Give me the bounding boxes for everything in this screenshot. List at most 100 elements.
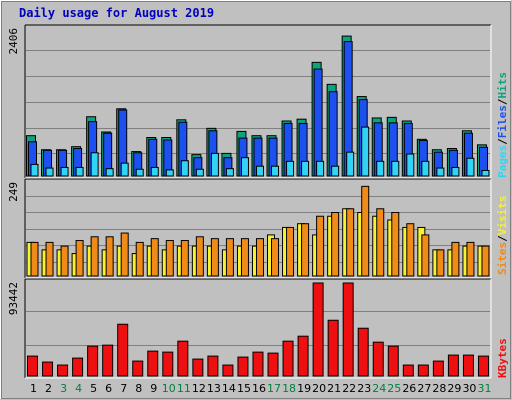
kbytes-bar — [327, 319, 339, 377]
sites-bar — [346, 208, 355, 277]
x-tick-label: 22 — [342, 382, 356, 395]
kbytes-bar — [162, 351, 174, 377]
legend-entry: Visits — [496, 196, 509, 236]
pages-bar — [286, 160, 295, 177]
pages-bar — [361, 126, 370, 177]
kbytes-bar — [462, 354, 474, 377]
kbytes-bar — [447, 354, 459, 377]
pages-bar — [466, 157, 475, 177]
sites-bar — [376, 208, 385, 277]
sites-bar — [421, 234, 430, 277]
x-tick-label: 19 — [297, 382, 311, 395]
legend-entry: Sites — [496, 242, 509, 275]
x-tick-label: 17 — [267, 382, 281, 395]
sites-bar — [75, 240, 84, 277]
legend: Sites/Visits — [496, 196, 509, 276]
pages-bar — [225, 168, 234, 177]
pages-bar — [210, 152, 219, 177]
pages-bar — [30, 163, 39, 177]
kbytes-bar — [297, 335, 309, 377]
pages-bar — [346, 151, 355, 177]
chart-title: Daily usage for August 2019 — [19, 6, 214, 20]
pages-bar — [135, 168, 144, 177]
x-tick-label: 24 — [372, 382, 386, 395]
pages-bar — [406, 153, 415, 177]
kbytes-bar — [132, 360, 144, 377]
x-tick-label: 2 — [45, 382, 52, 395]
x-tick-label: 4 — [75, 382, 82, 395]
kbytes-bar — [417, 364, 429, 377]
kbytes-bar — [282, 340, 294, 377]
sites-bar — [45, 241, 54, 277]
pages-bar — [451, 166, 460, 177]
x-tick-label: 12 — [192, 382, 206, 395]
x-tick-label: 10 — [162, 382, 176, 395]
y-max-label: 249 — [7, 182, 20, 202]
sites-bar — [195, 236, 204, 277]
sites-bar — [271, 238, 280, 277]
x-tick-label: 29 — [447, 382, 461, 395]
x-tick-label: 21 — [327, 382, 341, 395]
pages-bar — [195, 168, 204, 177]
x-tick-label: 13 — [207, 382, 221, 395]
x-tick-label: 6 — [105, 382, 112, 395]
kbytes-bar — [432, 360, 444, 377]
kbytes-bar — [192, 358, 204, 377]
pages-bar — [45, 167, 54, 177]
x-tick-label: 9 — [150, 382, 157, 395]
x-tick-label: 16 — [252, 382, 266, 395]
pages-bar — [180, 160, 189, 177]
sites-bar — [451, 241, 460, 277]
legend-entry: KBytes — [496, 338, 509, 378]
pages-bar — [271, 165, 280, 177]
x-tick-label: 23 — [357, 382, 371, 395]
sites-bar — [105, 236, 114, 277]
sites-bar — [466, 241, 475, 277]
pages-bar — [391, 160, 400, 177]
kbytes-bar — [177, 340, 189, 377]
sites-bar — [331, 212, 340, 277]
pages-bar — [165, 169, 174, 177]
kbytes-bar — [387, 345, 399, 377]
legend-entry: Pages — [496, 145, 509, 178]
pages-bar — [105, 168, 114, 177]
x-tick-label: 15 — [237, 382, 251, 395]
x-tick-label: 1 — [30, 382, 37, 395]
pages-bar — [376, 160, 385, 177]
kbytes-bar — [312, 282, 324, 377]
pages-bar — [316, 160, 325, 177]
x-tick-label: 27 — [417, 382, 431, 395]
kbytes-bar — [402, 364, 414, 377]
sites-bar — [225, 238, 234, 277]
sites-bar — [481, 245, 490, 277]
pages-bar — [90, 152, 99, 177]
sites-bar — [135, 241, 144, 277]
sites-bar — [165, 240, 174, 277]
kbytes-bar — [87, 345, 99, 377]
legend-entry: Files — [496, 105, 509, 138]
sites-bar — [286, 226, 295, 277]
kbytes-bar — [72, 357, 84, 377]
legend-entry: / — [496, 98, 509, 105]
sites-bar — [316, 215, 325, 277]
kbytes-bar — [237, 356, 249, 377]
pages-bar — [331, 165, 340, 177]
legend-entry: Hits — [496, 72, 509, 99]
sites-bar — [301, 223, 310, 277]
kbytes-bar — [357, 327, 369, 377]
x-tick-label: 25 — [387, 382, 401, 395]
kbytes-bar — [147, 350, 159, 377]
sites-bar — [436, 249, 445, 277]
x-tick-label: 31 — [477, 382, 491, 395]
kbytes-bar — [27, 355, 38, 377]
pages-bar — [150, 166, 159, 177]
kbytes-bar — [342, 282, 354, 377]
sites-bar — [255, 238, 264, 277]
pages-bar — [240, 157, 249, 177]
x-tick-label: 26 — [402, 382, 416, 395]
x-tick-label: 18 — [282, 382, 296, 395]
sites-bar — [406, 223, 415, 277]
